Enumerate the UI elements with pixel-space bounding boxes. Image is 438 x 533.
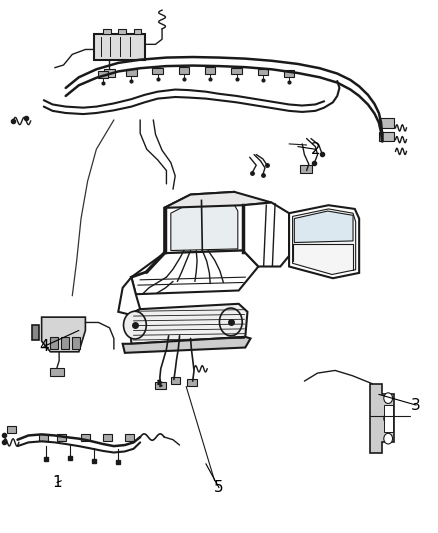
Circle shape xyxy=(384,393,392,403)
Bar xyxy=(126,69,137,76)
Text: 2: 2 xyxy=(311,142,320,157)
Circle shape xyxy=(384,433,392,444)
Polygon shape xyxy=(370,384,394,453)
Bar xyxy=(103,434,112,441)
Bar xyxy=(125,434,134,441)
Bar xyxy=(98,71,108,78)
Bar xyxy=(72,337,80,349)
Polygon shape xyxy=(289,205,359,278)
Polygon shape xyxy=(164,192,272,208)
Polygon shape xyxy=(131,251,258,294)
Bar xyxy=(300,165,312,173)
Bar xyxy=(379,118,394,128)
Bar xyxy=(103,29,111,34)
Bar xyxy=(57,434,66,441)
Bar xyxy=(81,434,90,441)
Bar xyxy=(155,382,166,389)
Polygon shape xyxy=(32,325,39,340)
Bar xyxy=(7,426,16,433)
Bar xyxy=(205,67,215,74)
Text: 5: 5 xyxy=(214,480,224,495)
Bar xyxy=(171,377,180,384)
Bar xyxy=(50,337,58,349)
Polygon shape xyxy=(118,277,140,314)
Text: 3: 3 xyxy=(411,398,421,413)
Circle shape xyxy=(384,413,392,424)
Text: 4: 4 xyxy=(39,339,49,354)
Bar xyxy=(94,34,145,60)
Bar xyxy=(187,379,197,386)
Bar xyxy=(384,405,393,432)
Polygon shape xyxy=(123,337,251,353)
Polygon shape xyxy=(164,192,243,253)
Bar xyxy=(61,337,69,349)
Polygon shape xyxy=(293,209,356,274)
Polygon shape xyxy=(294,211,353,243)
Polygon shape xyxy=(171,199,238,251)
Circle shape xyxy=(124,311,146,339)
Bar xyxy=(118,29,126,34)
Text: 1: 1 xyxy=(52,475,62,490)
Bar xyxy=(258,69,268,75)
Circle shape xyxy=(219,308,242,336)
Polygon shape xyxy=(42,317,85,352)
Bar xyxy=(134,29,141,34)
Bar xyxy=(39,434,48,441)
Bar xyxy=(379,132,394,141)
Polygon shape xyxy=(129,304,247,344)
Bar xyxy=(50,368,64,376)
Bar xyxy=(152,68,163,74)
Bar xyxy=(284,70,294,77)
Bar xyxy=(104,69,115,77)
Bar xyxy=(179,67,189,74)
Polygon shape xyxy=(243,203,289,266)
Bar xyxy=(231,68,242,74)
